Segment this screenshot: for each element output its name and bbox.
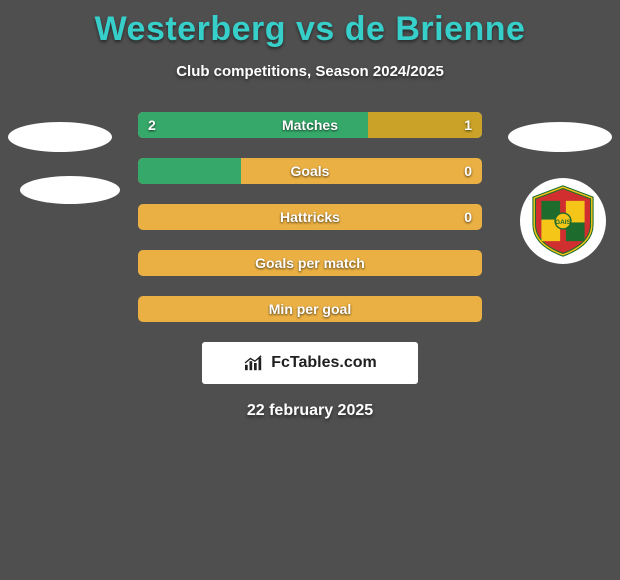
stat-label: Hattricks (138, 209, 482, 225)
subtitle: Club competitions, Season 2024/2025 (0, 63, 620, 80)
stat-row: 0Goals (138, 158, 482, 184)
stat-label: Goals (138, 163, 482, 179)
date: 22 february 2025 (0, 402, 620, 420)
stat-row: Min per goal (138, 296, 482, 322)
player-left-photo-placeholder (8, 122, 112, 152)
svg-text:GAIS: GAIS (555, 219, 572, 226)
player-right-club-badge: GAIS (520, 178, 606, 264)
stats-container: 21Matches 0Goals 0Hattricks Goals per match… (138, 112, 482, 322)
chart-icon (243, 354, 265, 372)
watermark-text: FcTables.com (271, 354, 377, 372)
stat-label: Goals per match (138, 255, 482, 271)
watermark: FcTables.com (202, 342, 418, 384)
player-right-photo-placeholder (508, 122, 612, 152)
player-left-club-placeholder (20, 176, 120, 204)
stat-label: Matches (138, 117, 482, 133)
stat-row: 21Matches (138, 112, 482, 138)
stat-row: Goals per match (138, 250, 482, 276)
stat-label: Min per goal (138, 301, 482, 317)
page-title: Westerberg vs de Brienne (0, 0, 620, 49)
stat-row: 0Hattricks (138, 204, 482, 230)
